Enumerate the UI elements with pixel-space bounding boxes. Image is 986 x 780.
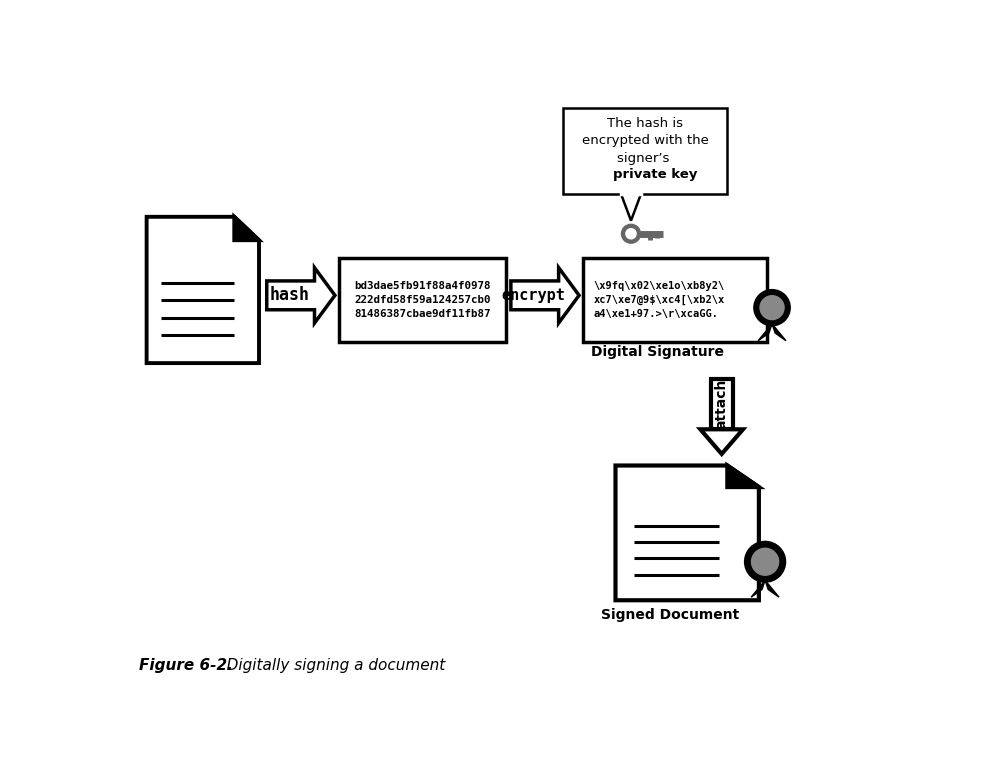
Polygon shape: [511, 268, 579, 323]
Text: Digital Signature: Digital Signature: [591, 345, 723, 359]
Polygon shape: [750, 580, 764, 597]
Circle shape: [621, 225, 639, 243]
FancyBboxPatch shape: [583, 258, 767, 342]
Text: private key: private key: [612, 168, 696, 181]
Text: attach: attach: [714, 379, 728, 429]
Polygon shape: [757, 324, 771, 341]
Circle shape: [625, 229, 635, 239]
Polygon shape: [234, 217, 258, 240]
Polygon shape: [710, 378, 732, 429]
Circle shape: [744, 542, 785, 582]
Polygon shape: [266, 268, 334, 323]
Text: bd3dae5fb91f88a4f0978
222dfd58f59a124257cb0
81486387cbae9df11fb87: bd3dae5fb91f88a4f0978 222dfd58f59a124257…: [354, 281, 490, 319]
Circle shape: [753, 290, 789, 325]
Polygon shape: [764, 580, 778, 597]
Text: encrypt: encrypt: [501, 288, 565, 303]
Text: The hash is
encrypted with the
signer’s: The hash is encrypted with the signer’s: [581, 117, 708, 165]
FancyBboxPatch shape: [338, 258, 506, 342]
Text: \x9fq\x02\xe1o\xb8y2\
xc7\xe7@9$\xc4[\xb2\x
a4\xe1+97.>\r\xcaGG.: \x9fq\x02\xe1o\xb8y2\ xc7\xe7@9$\xc4[\xb…: [594, 281, 725, 319]
Text: Digitally signing a document: Digitally signing a document: [212, 658, 446, 672]
Polygon shape: [615, 466, 758, 601]
Polygon shape: [700, 429, 742, 454]
Text: Figure 6-2.: Figure 6-2.: [139, 658, 233, 672]
Polygon shape: [771, 324, 785, 341]
Text: Signed Document: Signed Document: [600, 608, 739, 622]
Text: hash: hash: [269, 286, 310, 304]
Circle shape: [759, 296, 783, 320]
Polygon shape: [620, 193, 641, 221]
Polygon shape: [727, 466, 758, 487]
FancyBboxPatch shape: [562, 108, 727, 194]
Circle shape: [750, 548, 778, 575]
Polygon shape: [147, 217, 258, 363]
